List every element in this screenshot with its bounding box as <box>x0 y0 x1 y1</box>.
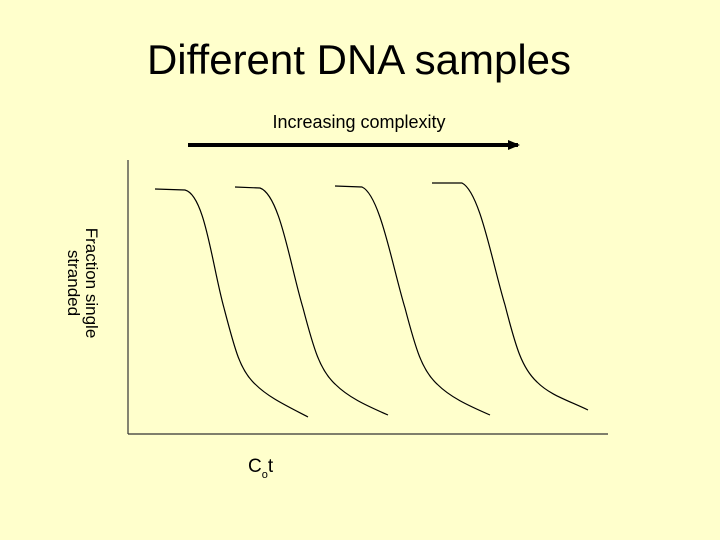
reassociation-curve-1 <box>154 188 309 418</box>
reassociation-curve-2 <box>234 186 389 416</box>
x-axis-label-t: t <box>267 456 274 477</box>
y-axis-label: Fraction single stranded <box>64 203 101 363</box>
y-axis-label-line2: stranded <box>64 249 83 317</box>
x-axis-label-subscript: o <box>261 469 268 481</box>
reassociation-curve-3 <box>334 185 491 416</box>
complexity-caption: Increasing complexity <box>272 112 446 132</box>
y-axis-label-line1: Fraction single <box>82 227 101 339</box>
reassociation-curve-4 <box>432 182 589 411</box>
slide-title: Different DNA samples <box>146 36 572 83</box>
x-axis-label: Cot <box>248 456 273 481</box>
x-axis-label-c: C <box>248 456 262 477</box>
